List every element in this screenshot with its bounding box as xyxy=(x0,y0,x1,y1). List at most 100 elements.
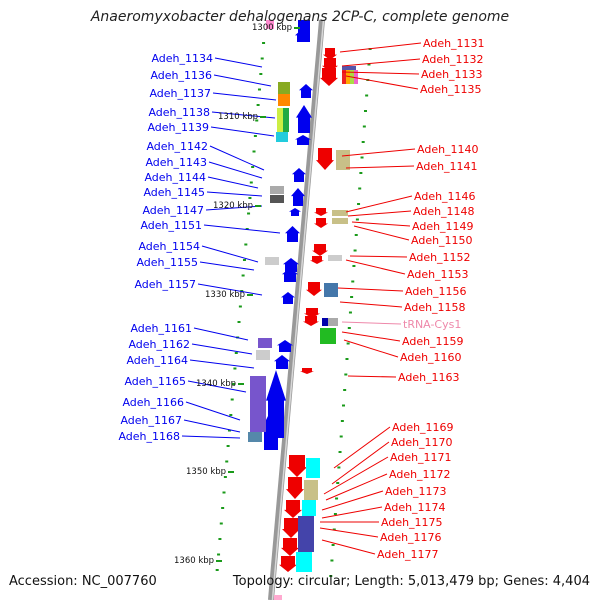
gene-label-right: Adeh_1135 xyxy=(420,83,482,96)
scale-tick xyxy=(255,205,261,207)
tick-mark xyxy=(255,119,259,122)
gene-box xyxy=(306,458,320,478)
gene-label-right: tRNA-Cys1 xyxy=(403,318,461,331)
tick-mark xyxy=(259,73,263,75)
gene-label-right: Adeh_1169 xyxy=(392,421,454,434)
gene-label-right: Adeh_1160 xyxy=(400,351,462,364)
gene-label-left: Adeh_1166 xyxy=(122,396,184,409)
tick-mark xyxy=(346,342,350,345)
tick-mark xyxy=(330,559,334,562)
tick-mark xyxy=(221,507,225,509)
leader-line xyxy=(214,57,263,68)
gene-label-left: Adeh_1144 xyxy=(144,171,206,184)
tick-mark xyxy=(251,166,255,168)
tick-mark xyxy=(335,497,339,500)
tick-mark xyxy=(257,88,261,91)
gene-arrow xyxy=(289,208,301,216)
gene-box xyxy=(342,66,356,70)
gene-label-right: Adeh_1158 xyxy=(404,301,466,314)
tick-mark xyxy=(215,569,219,571)
tick-mark xyxy=(339,435,343,438)
tick-mark xyxy=(232,383,236,385)
leader-line xyxy=(321,490,384,511)
tick-mark xyxy=(253,135,257,137)
gene-label-left: Adeh_1138 xyxy=(148,106,210,119)
tick-mark xyxy=(256,104,260,106)
gene-arrow xyxy=(300,368,314,374)
gene-arrow xyxy=(262,410,280,450)
tick-mark xyxy=(242,259,246,261)
gene-label-left: Adeh_1134 xyxy=(151,52,213,65)
tick-mark xyxy=(333,513,337,515)
gene-labels: Adeh_1134 Adeh_1136 Adeh_1137 Adeh_1138 Adeh… xyxy=(118,37,484,561)
tick-mark xyxy=(237,321,241,323)
leader-line xyxy=(319,527,379,538)
leader-line xyxy=(321,506,383,519)
scale-label: 1320 kbp xyxy=(213,201,253,211)
gene-box xyxy=(332,210,348,216)
leader-line xyxy=(181,435,241,439)
leader-line xyxy=(185,401,241,421)
leader-line xyxy=(208,161,263,179)
tick-mark xyxy=(340,420,344,422)
leader-line xyxy=(197,283,263,296)
gene-arrow xyxy=(291,188,305,206)
gene-label-left: Adeh_1151 xyxy=(140,219,202,232)
tick-mark xyxy=(363,110,367,112)
leader-line xyxy=(339,301,403,308)
gene-box xyxy=(328,255,342,261)
tick-mark xyxy=(219,522,223,525)
gene-box xyxy=(283,108,289,132)
tick-mark xyxy=(355,218,359,221)
leader-line xyxy=(353,225,410,241)
leader-line xyxy=(213,74,272,87)
tick-marks xyxy=(215,42,372,577)
gene-arrow xyxy=(310,256,324,264)
gene-arrow xyxy=(292,168,306,182)
gene-label-right: Adeh_1156 xyxy=(405,285,467,298)
gene-label-right: Adeh_1172 xyxy=(389,468,451,481)
tick-mark xyxy=(354,234,358,236)
gene-label-right: Adeh_1133 xyxy=(421,68,483,81)
gene-arrow xyxy=(281,538,299,556)
scale-labels: 1300 kbp 1310 kbp 1320 kbp 1330 kbp 1340 kbp… xyxy=(174,23,300,566)
leader-line xyxy=(341,71,420,75)
scale-tick xyxy=(247,294,253,296)
gene-box xyxy=(276,132,288,142)
gene-arrow xyxy=(286,477,304,499)
accession-label: Accession: NC_007760 xyxy=(9,574,157,589)
gene-label-left: Adeh_1142 xyxy=(146,140,208,153)
gene-arrow xyxy=(283,258,299,272)
tick-mark xyxy=(344,373,348,376)
tick-mark xyxy=(329,575,333,577)
leader-line xyxy=(199,261,255,271)
tick-mark xyxy=(222,491,226,494)
gene-arrow xyxy=(320,68,338,86)
map-title: Anaeromyxobacter dehalogenans 2CP-C, com… xyxy=(90,9,510,25)
gene-label-right: Adeh_1171 xyxy=(390,451,452,464)
tick-mark xyxy=(336,482,340,484)
gene-arrow xyxy=(295,30,307,42)
gene-label-right: Adeh_1163 xyxy=(398,371,460,384)
tick-mark xyxy=(338,451,342,453)
leader-line xyxy=(345,195,413,213)
gene-box xyxy=(302,500,316,516)
gene-box xyxy=(248,432,262,442)
leader-line xyxy=(323,456,389,495)
tick-mark xyxy=(342,404,346,407)
tick-mark xyxy=(331,544,335,546)
gene-box xyxy=(332,218,348,224)
backbone-line xyxy=(267,19,325,600)
genome-backbone xyxy=(267,19,325,600)
gene-label-right: Adeh_1173 xyxy=(385,485,447,498)
gene-box xyxy=(270,186,284,194)
label-leader-lines xyxy=(181,42,422,555)
gene-label-right: Adeh_1174 xyxy=(384,501,446,514)
gene-box xyxy=(342,70,346,84)
leader-line xyxy=(201,245,259,263)
gene-label-left: Adeh_1155 xyxy=(136,256,198,269)
gene-box xyxy=(274,595,282,600)
gene-label-right: Adeh_1150 xyxy=(411,234,473,247)
gene-arrow xyxy=(281,292,295,304)
